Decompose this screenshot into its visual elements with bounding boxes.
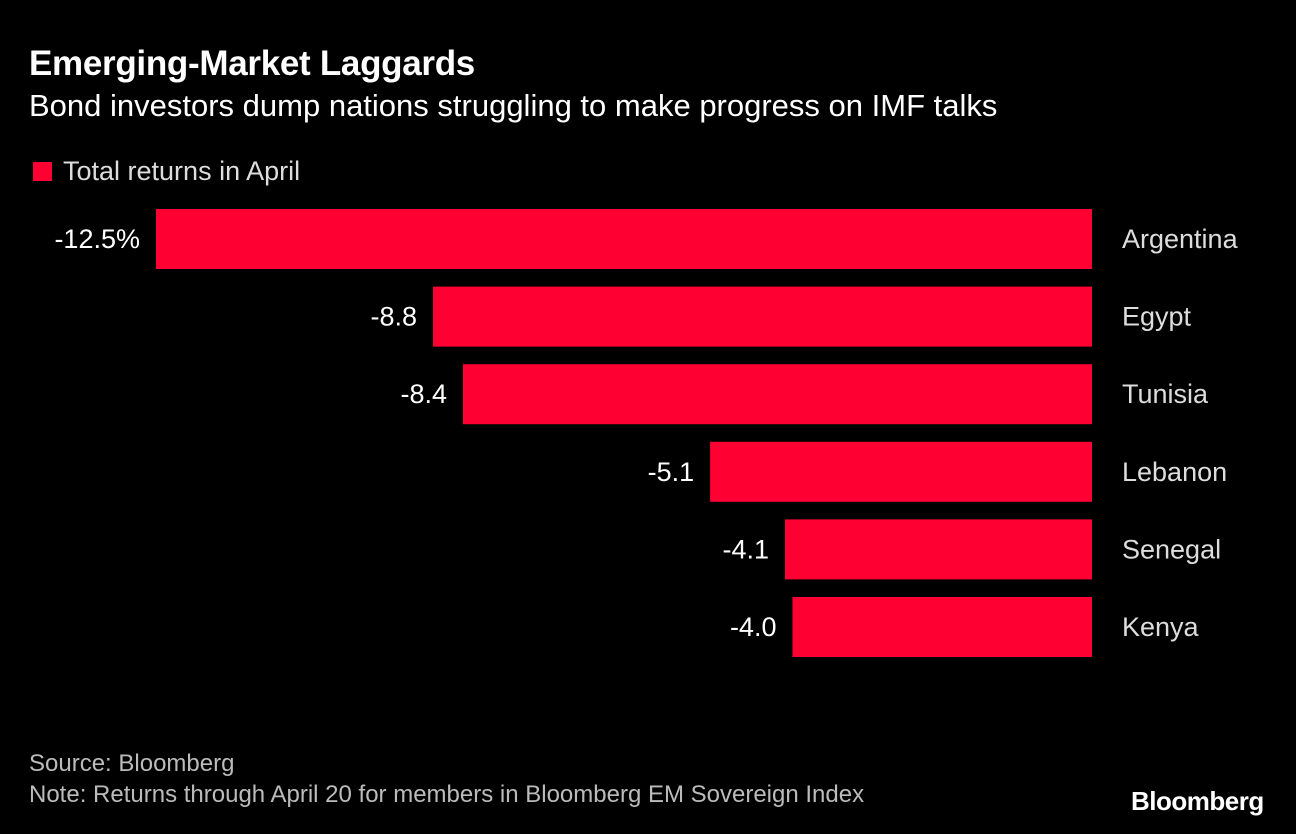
data-label: -4.0 [730, 612, 777, 642]
data-label: -12.5% [54, 224, 140, 254]
data-label: -4.1 [722, 534, 769, 564]
chart-title: Emerging-Market Laggards [29, 44, 475, 83]
data-label: -8.4 [400, 379, 447, 409]
legend-swatch [33, 162, 52, 181]
legend-label: Total returns in April [63, 156, 301, 186]
footnote: Note: Returns through April 20 for membe… [29, 781, 865, 808]
bloomberg-logo: Bloomberg [1131, 786, 1264, 816]
category-label: Tunisia [1122, 379, 1209, 409]
category-label: Egypt [1122, 302, 1192, 332]
bar-tunisia [463, 364, 1092, 425]
category-label: Lebanon [1122, 457, 1227, 487]
data-label: -5.1 [648, 457, 695, 487]
bar-kenya [792, 597, 1092, 657]
bar-lebanon [710, 441, 1092, 502]
category-label: Kenya [1122, 612, 1200, 642]
legend: Total returns in April [33, 156, 300, 187]
bar-egypt [433, 286, 1092, 347]
chart-subtitle: Bond investors dump nations struggling t… [29, 88, 998, 123]
category-label: Argentina [1122, 224, 1239, 254]
source-note: Source: Bloomberg [29, 750, 235, 777]
category-label: Senegal [1122, 534, 1221, 564]
bar-argentina [156, 209, 1092, 269]
bar-senegal [784, 519, 1092, 580]
data-label: -8.8 [371, 302, 418, 332]
